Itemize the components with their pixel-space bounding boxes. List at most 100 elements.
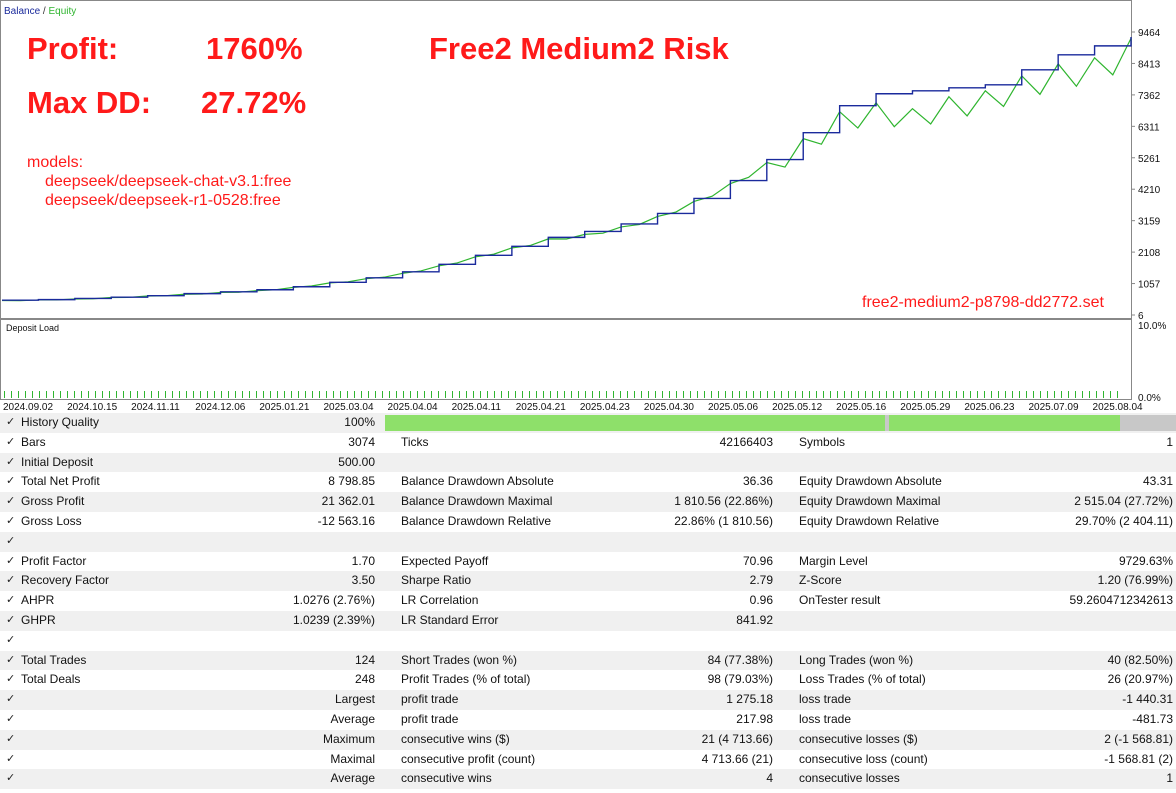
deposit-load-bar — [410, 391, 411, 398]
deposit-load-bar — [249, 391, 250, 398]
report-value-col1: Average — [330, 711, 375, 726]
deposit-load-bar — [228, 391, 229, 398]
deposit-load-bar — [900, 391, 901, 398]
x-tick-label: 2025.08.04 — [1093, 402, 1143, 413]
deposit-load-bar — [347, 391, 348, 398]
deposit-load-bar — [312, 391, 313, 398]
deposit-load-bar — [403, 391, 404, 398]
deposit-load-bar — [1075, 391, 1076, 398]
deposit-load-bar — [935, 391, 936, 398]
report-table: ✓ History Quality 100% ✓ Bars 3074 Ticks 421… — [0, 413, 1176, 793]
deposit-load-bar — [1103, 391, 1104, 398]
report-label-col2: consecutive wins — [401, 771, 492, 786]
deposit-load-bar — [74, 391, 75, 398]
y-tick-label: 2108 — [1138, 248, 1161, 259]
report-value-col1: -12 563.16 — [317, 513, 375, 528]
check-icon: ✓ — [6, 633, 16, 646]
check-icon: ✓ — [6, 732, 16, 745]
balance-series-line — [2, 36, 1132, 301]
report-value-col1: 500.00 — [338, 454, 375, 469]
deposit-load-bar — [746, 391, 747, 398]
check-icon: ✓ — [6, 752, 16, 765]
check-icon: ✓ — [6, 554, 16, 567]
report-label-col3: Symbols — [799, 434, 846, 449]
deposit-load-bar — [494, 391, 495, 398]
report-label-col3: consecutive loss (count) — [799, 751, 928, 766]
deposit-load-bar — [515, 391, 516, 398]
report-label-col3: Long Trades (won %) — [799, 652, 914, 667]
deposit-load-bar — [116, 391, 117, 398]
check-icon: ✓ — [6, 772, 16, 785]
deposit-load-bar — [669, 391, 670, 398]
report-value-col1: 1.0239 (2.39%) — [292, 612, 375, 627]
deposit-load-bar — [914, 391, 915, 398]
report-label-col3: loss trade — [799, 692, 852, 707]
deposit-load-bar — [739, 391, 740, 398]
report-label-col2: consecutive profit (count) — [401, 751, 536, 766]
x-tick-label: 2024.09.02 — [3, 402, 53, 413]
report-value-col2: 36.36 — [742, 474, 773, 489]
report-value-col1: 1.70 — [351, 553, 375, 568]
deposit-load-bar — [333, 391, 334, 398]
report-label-col1: Gross Loss — [21, 513, 82, 528]
report-label-col1: Total Net Profit — [21, 474, 100, 489]
x-tick-label: 2025.01.21 — [259, 402, 309, 413]
deposit-load-bar — [648, 391, 649, 398]
deposit-load-bar — [851, 391, 852, 398]
report-label-col3: Equity Drawdown Maximal — [799, 494, 941, 509]
report-value-col3: 29.70% (2 404.11) — [1075, 513, 1173, 528]
report-row: ✓ Total Net Profit 8 798.85 Balance Drawdow… — [0, 472, 1176, 493]
deposit-load-bar — [368, 391, 369, 398]
deposit-load-bar — [977, 391, 978, 398]
deposit-load-bar — [466, 391, 467, 398]
deposit-load-bar — [277, 391, 278, 398]
history-quality-fill-2 — [889, 415, 1120, 431]
deposit-load-bar — [802, 391, 803, 398]
report-label-col2: LR Correlation — [401, 593, 479, 608]
deposit-load-bar — [564, 391, 565, 398]
deposit-load-bar — [522, 391, 523, 398]
deposit-load-bar — [711, 391, 712, 398]
x-tick-label: 2025.05.12 — [772, 402, 822, 413]
x-tick-label: 2025.04.23 — [580, 402, 630, 413]
report-label-col3: loss trade — [799, 711, 852, 726]
report-value-col3: 40 (82.50%) — [1107, 652, 1173, 667]
deposit-load-tick-top: 10.0% — [1138, 321, 1166, 332]
report-label-col1: Gross Profit — [21, 494, 85, 509]
deposit-load-bar — [424, 391, 425, 398]
y-axis-ticks: 9464 8413 7362 6311 5261 4210 3159 2108 1057 6 — [1131, 28, 1161, 322]
deposit-load-bar — [431, 391, 432, 398]
report-row: ✓ Gross Loss -12 563.16 Balance Drawdown Re… — [0, 511, 1176, 532]
deposit-load-bar — [963, 391, 964, 398]
report-row: ✓ Gross Profit 21 362.01 Balance Drawdown M… — [0, 492, 1176, 512]
deposit-load-bar — [186, 391, 187, 398]
history-quality-value: 100% — [344, 415, 375, 429]
report-value-col3: 1.20 (76.99%) — [1097, 573, 1173, 588]
deposit-load-bar — [256, 391, 257, 398]
profit-label: Profit: — [27, 31, 119, 66]
set-file-name: free2-medium2-p8798-dd2772.set — [862, 294, 1104, 311]
report-label-col1: GHPR — [21, 612, 56, 627]
deposit-load-bar — [970, 391, 971, 398]
check-icon: ✓ — [6, 712, 16, 725]
report-value-col2: 98 (79.03%) — [707, 672, 773, 687]
deposit-load-bar — [725, 391, 726, 398]
report-label-col2: profit trade — [401, 692, 459, 707]
deposit-load-bar — [928, 391, 929, 398]
deposit-load-bar — [60, 391, 61, 398]
deposit-load-bar — [207, 391, 208, 398]
deposit-load-bar — [578, 391, 579, 398]
report-row-history-quality: ✓ History Quality 100% — [0, 413, 1176, 433]
deposit-load-bar — [921, 391, 922, 398]
report-value-col1: 3074 — [348, 434, 375, 449]
report-label-col1: Bars — [21, 434, 46, 449]
deposit-load-bar — [949, 391, 950, 398]
deposit-load-bar — [480, 391, 481, 398]
deposit-load-bar — [886, 391, 887, 398]
deposit-load-bar — [991, 391, 992, 398]
deposit-load-bar — [865, 391, 866, 398]
x-tick-label: 2025.04.21 — [516, 402, 566, 413]
y-tick-label: 6 — [1138, 311, 1144, 322]
report-label-col2: Expected Payoff — [401, 553, 489, 568]
report-label-col2: Short Trades (won %) — [401, 652, 518, 667]
